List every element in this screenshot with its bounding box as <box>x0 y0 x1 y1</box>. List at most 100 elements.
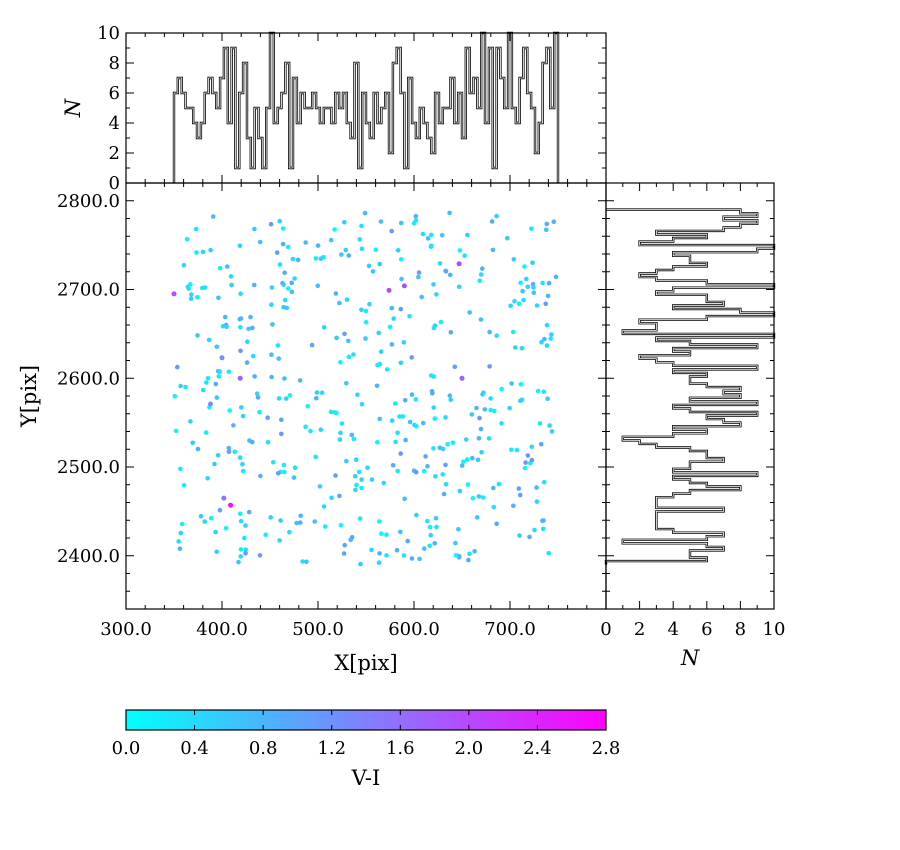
scatter-point <box>356 469 362 475</box>
scatter-point <box>377 416 383 422</box>
scatter-point <box>204 380 209 385</box>
scatter-point <box>445 442 450 447</box>
scatter-point <box>367 301 372 307</box>
scatter-point <box>511 257 517 262</box>
scatter-point <box>474 405 479 411</box>
scatter-point <box>443 462 448 468</box>
scatter-point <box>220 324 226 329</box>
scatter-point <box>544 343 550 348</box>
scatter-point <box>226 369 232 375</box>
scatter-point <box>529 457 535 463</box>
scatter-point <box>342 331 347 337</box>
scatter-point <box>381 480 387 486</box>
scatter-point-highlighted <box>221 495 227 501</box>
scatter-point <box>295 257 301 263</box>
scatter-point <box>226 449 232 455</box>
scatter-point <box>217 369 222 375</box>
scatter-point <box>477 415 482 421</box>
scatter-point <box>377 519 382 524</box>
scatter-point <box>238 547 244 552</box>
scatter-point <box>321 504 327 509</box>
scatter-point <box>203 430 209 435</box>
scatter-point <box>518 280 523 286</box>
scatter-point <box>289 289 295 295</box>
scatter-point <box>224 324 229 330</box>
scatter-point-highlighted <box>386 287 392 293</box>
scatter-point <box>397 414 402 419</box>
scatter-point <box>281 462 287 468</box>
scatter-point <box>238 325 243 330</box>
scatter-point <box>240 468 246 474</box>
scatter-point <box>319 390 325 396</box>
scatter-point <box>346 253 352 258</box>
scatter-point <box>246 509 252 515</box>
scatter-point <box>269 285 275 290</box>
scatter-point <box>540 280 545 286</box>
scatter-point <box>475 457 481 463</box>
scatter-point <box>178 466 183 472</box>
scatter-point <box>507 405 512 411</box>
scatter-point <box>189 292 194 297</box>
scatter-point <box>534 485 539 490</box>
right-histogram-ticks: 0 2 4 6 8 10 <box>600 183 785 640</box>
scatter-point-highlighted <box>208 401 213 407</box>
scatter-point <box>348 537 354 543</box>
scatter-point <box>257 409 262 415</box>
scatter-point <box>357 237 363 242</box>
scatter-frame <box>125 182 607 610</box>
scatter-point <box>543 227 549 233</box>
scatter-xtick-label: 500.0 <box>292 619 344 640</box>
scatter-point <box>377 261 383 267</box>
scatter-point <box>389 418 395 423</box>
scatter-point <box>269 352 274 358</box>
scatter-point <box>384 367 390 372</box>
scatter-point <box>508 303 513 309</box>
scatter-point <box>513 345 518 350</box>
scatter-point <box>236 559 241 565</box>
scatter-point <box>474 515 480 520</box>
scatter-point <box>334 335 339 341</box>
scatter-point <box>514 447 520 453</box>
scatter-point <box>457 248 463 253</box>
scatter-point <box>448 397 454 403</box>
scatter-point <box>237 455 243 460</box>
scatter-point <box>229 282 234 288</box>
scatter-point <box>546 280 552 286</box>
scatter-point <box>488 396 493 401</box>
scatter-point <box>282 297 288 303</box>
colorbar-ticks: 0.0 0.4 0.8 1.2 1.6 2.0 2.4 2.8 <box>112 710 620 759</box>
scatter-point <box>544 322 550 328</box>
scatter-point <box>419 294 425 300</box>
scatter-point-highlighted <box>237 375 243 381</box>
scatter-point <box>279 417 284 423</box>
scatter-point <box>398 451 404 456</box>
scatter-point <box>447 272 453 278</box>
scatter-point <box>494 213 499 219</box>
scatter-point <box>413 397 419 402</box>
scatter-point <box>205 476 210 481</box>
scatter-point <box>389 342 395 347</box>
scatter-point <box>457 488 463 494</box>
scatter-point <box>401 340 407 345</box>
scatter-point <box>193 226 199 232</box>
scatter-point <box>529 226 534 231</box>
scatter-point <box>431 405 437 410</box>
scatter-point <box>525 284 531 290</box>
colorbar-tick-label: 0.4 <box>180 738 209 759</box>
scatter-point <box>240 413 246 419</box>
scatter-point <box>303 240 309 245</box>
scatter-point <box>416 270 422 275</box>
scatter-point <box>265 415 270 421</box>
scatter-point <box>499 386 505 392</box>
top-hist-ytick-label: 8 <box>109 53 120 74</box>
scatter-point <box>411 221 417 226</box>
scatter-point <box>279 431 284 437</box>
scatter-point <box>217 507 223 513</box>
scatter-point <box>430 391 435 396</box>
scatter-point <box>479 450 484 455</box>
scatter-point <box>496 481 502 487</box>
colorbar-gradient <box>126 710 606 730</box>
scatter-point <box>265 439 271 445</box>
scatter-point <box>359 223 364 229</box>
scatter-point <box>374 383 380 389</box>
